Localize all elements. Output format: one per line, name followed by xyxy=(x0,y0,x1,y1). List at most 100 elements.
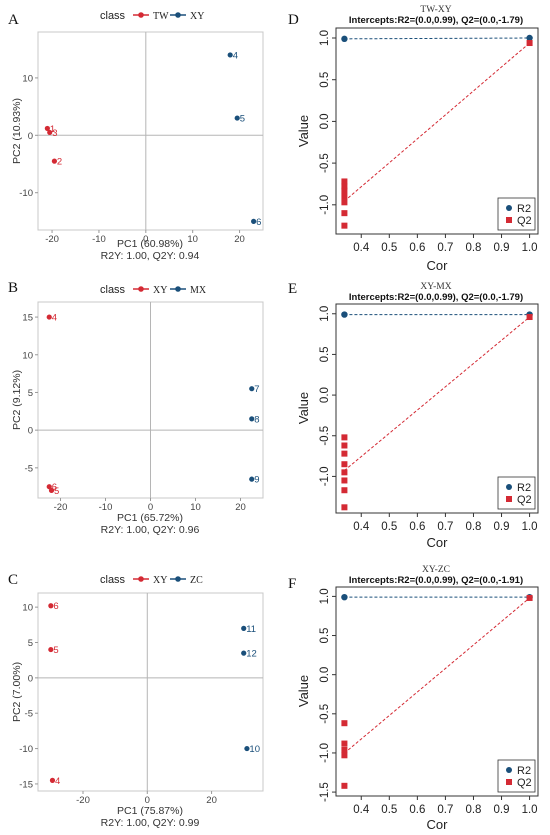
chart-title: TW-XY xyxy=(420,5,451,15)
permutation-chart-d: D TW-XY Intercepts:R2=(0.0,0.99), Q2=(0.… xyxy=(288,5,539,273)
q2-point xyxy=(341,450,348,457)
perm-panel-f: F XY-ZC Intercepts:R2=(0.0,0.99), Q2=(0.… xyxy=(278,560,550,835)
x-axis-label: PC1 (65.72%) xyxy=(117,512,183,524)
pca-chart-c: C class XY ZC PC2 (7.00%) PC1 (75.87%) R… xyxy=(8,572,264,829)
x-tick-label: 20 xyxy=(234,234,245,245)
pca-chart-b: B class XY MX PC2 (9.12%) PC1 (65.72%) R… xyxy=(8,280,264,536)
x-tick-label: 0.9 xyxy=(494,804,510,816)
y-tick-label: 0 xyxy=(28,673,33,684)
legend-title: class xyxy=(100,284,126,296)
model-stats: R2Y: 1.00, Q2Y: 0.94 xyxy=(101,250,200,262)
x-ticks: -20 -10 0 10 20 xyxy=(45,230,245,245)
y-axis-label: PC2 (10.93%) xyxy=(11,98,23,164)
x-tick-label: 0 xyxy=(148,502,153,513)
plot-frame xyxy=(37,31,264,231)
point-label: 4 xyxy=(233,50,238,61)
legend-item-r2: R2 xyxy=(517,482,531,494)
x-tick-label: -20 xyxy=(54,502,68,513)
x-tick-label: 0.5 xyxy=(381,521,397,533)
legend-item-q2: Q2 xyxy=(517,777,532,789)
legend-item-r2: R2 xyxy=(517,203,531,215)
q2-point xyxy=(526,40,533,47)
y-tick-label: 0.5 xyxy=(319,628,331,644)
score-point xyxy=(249,386,255,392)
q2-point xyxy=(341,477,348,484)
y-axis-label: Value xyxy=(296,675,311,707)
regression-lines xyxy=(344,314,530,471)
y-ticks: 15 10 5 0 -5 xyxy=(22,313,38,474)
legend-box xyxy=(497,197,536,231)
data-points xyxy=(341,593,533,789)
r2-point xyxy=(341,593,348,601)
y-axis-label: Value xyxy=(296,115,311,147)
x-tick-label: 0.4 xyxy=(353,804,370,816)
legend-item-2: MX xyxy=(190,285,207,296)
score-point xyxy=(241,625,247,631)
q2-point xyxy=(341,752,348,759)
point-label: 6 xyxy=(256,217,261,228)
point-label: 4 xyxy=(52,313,57,324)
score-point xyxy=(241,650,247,656)
q2-point xyxy=(341,442,348,449)
plot-frame xyxy=(335,303,539,514)
y-tick-label: 15 xyxy=(22,313,33,324)
x-axis-label: PC1 (60.98%) xyxy=(117,238,183,250)
permutation-chart-f: F XY-ZC Intercepts:R2=(0.0,0.99), Q2=(0.… xyxy=(288,565,539,832)
y-tick-label: -1.0 xyxy=(319,743,331,763)
r2-regression-line xyxy=(344,37,530,40)
r2-point xyxy=(341,35,348,43)
q2-point xyxy=(341,504,348,511)
intercepts-subtitle: Intercepts:R2=(0.0,0.99), Q2=(0.0,-1.79) xyxy=(349,292,523,303)
x-tick-label: 0 xyxy=(145,795,150,806)
y-tick-label: 5 xyxy=(28,388,33,399)
perm-panel-e: E XY-MX Intercepts:R2=(0.0,0.99), Q2=(0.… xyxy=(278,280,550,554)
y-tick-label: 0.0 xyxy=(319,667,331,683)
y-tick-label: -1.0 xyxy=(319,195,331,215)
y-tick-label: -5 xyxy=(25,463,33,474)
legend-marker-r2 xyxy=(506,767,512,773)
x-tick-label: 1.0 xyxy=(522,804,538,816)
x-tick-label: -10 xyxy=(92,234,106,245)
q2-point xyxy=(341,720,348,727)
score-point xyxy=(51,158,58,164)
plot-frame xyxy=(37,592,264,792)
point-label: 5 xyxy=(54,486,59,497)
y-tick-label: 5 xyxy=(28,638,33,649)
x-tick-label: 0.8 xyxy=(465,804,481,816)
y-tick-label: 0 xyxy=(28,131,33,142)
y-tick-label: 1.0 xyxy=(319,306,331,322)
data-points: 4 65 7 8 9 xyxy=(46,313,260,497)
score-point xyxy=(44,125,50,132)
score-point xyxy=(251,218,257,224)
x-tick-label: 0.7 xyxy=(437,521,453,533)
x-axis-label: Cor xyxy=(427,817,449,832)
x-axis-label: PC1 (75.87%) xyxy=(117,805,183,817)
legend: R2 Q2 xyxy=(497,759,536,793)
x-ticks: 0.4 0.5 0.6 0.7 0.8 0.9 1.0 xyxy=(353,796,538,816)
q2-point xyxy=(341,461,348,468)
permutation-chart-e: E XY-MX Intercepts:R2=(0.0,0.99), Q2=(0.… xyxy=(288,281,539,550)
y-tick-label: -0.5 xyxy=(319,153,331,173)
zero-lines xyxy=(38,593,263,791)
x-ticks: -20 0 20 xyxy=(76,791,217,806)
intercepts-subtitle: Intercepts:R2=(0.0,0.99), Q2=(0.0,-1.91) xyxy=(349,575,523,586)
legend-item-1: XY xyxy=(153,575,167,586)
score-point xyxy=(249,416,255,422)
x-tick-label: 0.6 xyxy=(409,521,425,533)
legend-item-1: XY xyxy=(153,285,167,296)
q2-point xyxy=(341,187,348,194)
legend-item-1: TW xyxy=(153,11,169,22)
y-tick-label: 10 xyxy=(22,603,33,614)
y-tick-label: 0 xyxy=(28,426,33,437)
point-label: 5 xyxy=(240,114,245,125)
y-tick-label: -5 xyxy=(25,709,33,720)
data-points: 6 5 4 11 12 10 xyxy=(48,601,260,787)
y-tick-label: -15 xyxy=(19,779,33,790)
model-stats: R2Y: 1.00, Q2Y: 0.99 xyxy=(101,817,200,829)
score-point xyxy=(48,646,54,653)
x-tick-label: 0.5 xyxy=(381,242,397,254)
point-label: 7 xyxy=(254,384,259,395)
y-tick-label: 10 xyxy=(22,73,33,84)
q2-point xyxy=(341,434,348,441)
panel-letter: B xyxy=(8,280,18,296)
